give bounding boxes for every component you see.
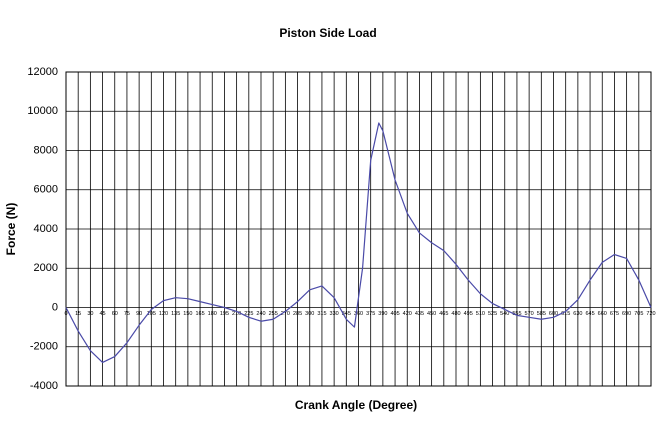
x-tick-label: 510	[476, 311, 485, 317]
x-tick-label: 630	[573, 311, 582, 317]
x-tick-label: 690	[622, 311, 631, 317]
x-tick-label: 375	[366, 311, 375, 317]
y-tick-label: -2000	[30, 341, 58, 353]
x-tick-label: 390	[378, 311, 387, 317]
y-tick-label: 8000	[34, 144, 58, 156]
x-tick-label: 705	[634, 311, 643, 317]
x-tick-label: 420	[403, 311, 412, 317]
x-tick-label: 45	[100, 311, 106, 317]
x-tick-label: 480	[451, 311, 460, 317]
y-tick-label: 2000	[34, 262, 58, 274]
x-tick-label: 90	[136, 311, 142, 317]
x-tick-label: 450	[427, 311, 436, 317]
x-tick-label: 180	[208, 311, 217, 317]
x-tick-label: 75	[124, 311, 130, 317]
x-tick-label: 315	[317, 311, 326, 317]
y-tick-label: 4000	[34, 223, 58, 235]
x-tick-label: 345	[342, 311, 351, 317]
x-tick-label: 105	[147, 311, 156, 317]
x-tick-label: 435	[415, 311, 424, 317]
y-tick-label: -4000	[30, 380, 58, 392]
data-line	[65, 122, 652, 364]
x-tick-label: 135	[171, 311, 180, 317]
x-tick-label: 225	[244, 311, 253, 317]
x-tick-label: 675	[610, 311, 619, 317]
x-tick-label: 240	[256, 311, 265, 317]
x-tick-label: 645	[585, 311, 594, 317]
x-tick-label: 615	[561, 311, 570, 317]
x-axis-label: Crank Angle (Degree)	[295, 398, 417, 412]
x-tick-label: 405	[390, 311, 399, 317]
x-tick-label: 540	[500, 311, 509, 317]
x-tick-label: 660	[598, 311, 607, 317]
y-tick-label: 12000	[27, 66, 58, 78]
x-tick-label: 585	[537, 311, 546, 317]
x-tick-label: 15	[75, 311, 81, 317]
y-axis-label: Force (N)	[4, 203, 18, 256]
x-tick-label: 285	[293, 311, 302, 317]
x-tick-label: 165	[195, 311, 204, 317]
x-tick-label: 555	[512, 311, 521, 317]
x-tick-label: 195	[220, 311, 229, 317]
x-tick-label: 600	[549, 311, 558, 317]
plot-frame	[65, 71, 652, 387]
x-tick-label: 525	[488, 311, 497, 317]
x-tick-label: 270	[281, 311, 290, 317]
x-tick-label: 150	[183, 311, 192, 317]
y-tick-label: 6000	[34, 184, 58, 196]
x-tick-label: 330	[330, 311, 339, 317]
y-tick-label: 10000	[27, 105, 58, 117]
x-tick-label: 30	[87, 311, 93, 317]
x-tick-label: 120	[159, 311, 168, 317]
x-tick-label: 300	[305, 311, 314, 317]
y-tick-label: 0	[52, 301, 58, 313]
chart-title: Piston Side Load	[279, 26, 376, 40]
x-tick-label: 255	[269, 311, 278, 317]
x-tick-label: 60	[112, 311, 118, 317]
x-tick-label: 465	[439, 311, 448, 317]
x-tick-label: 570	[525, 311, 534, 317]
x-tick-label: 360	[354, 311, 363, 317]
x-tick-label: 210	[232, 311, 241, 317]
x-tick-label: 495	[464, 311, 473, 317]
